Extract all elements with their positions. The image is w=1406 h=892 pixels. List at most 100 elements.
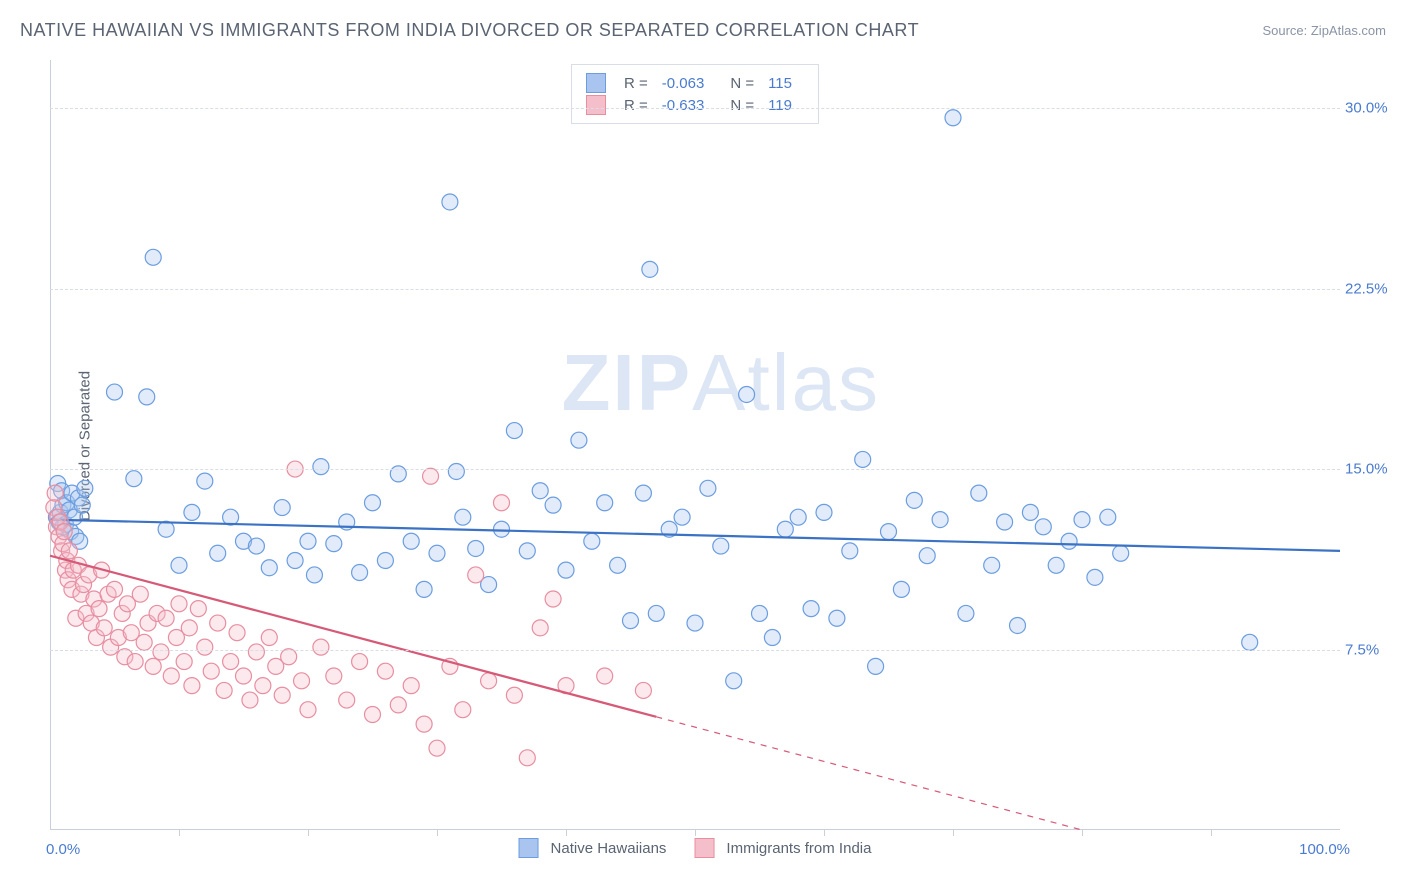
scatter-point	[242, 692, 258, 708]
scatter-point	[1087, 569, 1103, 585]
x-tick	[179, 830, 180, 836]
scatter-point	[300, 533, 316, 549]
scatter-point	[906, 492, 922, 508]
scatter-point	[416, 581, 432, 597]
scatter-point	[423, 468, 439, 484]
scatter-point	[197, 639, 213, 655]
scatter-point	[210, 615, 226, 631]
scatter-point	[764, 630, 780, 646]
scatter-point	[790, 509, 806, 525]
scatter-point	[1022, 504, 1038, 520]
scatter-point	[1061, 533, 1077, 549]
scatter-point	[171, 596, 187, 612]
scatter-point	[648, 605, 664, 621]
scatter-point	[893, 581, 909, 597]
scatter-point	[984, 557, 1000, 573]
scatter-point	[96, 620, 112, 636]
trend-line-extrapolated	[656, 717, 1082, 830]
gridline	[50, 469, 1340, 470]
scatter-point	[61, 543, 77, 559]
scatter-point	[216, 682, 232, 698]
scatter-point	[597, 495, 613, 511]
x-tick	[953, 830, 954, 836]
scatter-point	[176, 654, 192, 670]
plot-svg	[50, 60, 1340, 830]
legend-n-value: 115	[768, 75, 792, 92]
scatter-point	[56, 524, 72, 540]
legend-swatch	[586, 95, 606, 115]
legend-r-label: R =	[624, 97, 648, 114]
scatter-point	[287, 553, 303, 569]
scatter-point	[390, 697, 406, 713]
scatter-point	[153, 644, 169, 660]
y-tick-label: 30.0%	[1345, 100, 1400, 117]
scatter-point	[919, 548, 935, 564]
scatter-point	[74, 497, 90, 513]
scatter-point	[532, 620, 548, 636]
legend-n-label: N =	[730, 97, 754, 114]
scatter-point	[184, 504, 200, 520]
scatter-point	[752, 605, 768, 621]
scatter-point	[261, 560, 277, 576]
scatter-point	[519, 543, 535, 559]
scatter-point	[481, 673, 497, 689]
scatter-point	[816, 504, 832, 520]
scatter-point	[365, 707, 381, 723]
scatter-point	[377, 553, 393, 569]
scatter-point	[203, 663, 219, 679]
scatter-point	[519, 750, 535, 766]
x-tick	[824, 830, 825, 836]
scatter-point	[171, 557, 187, 573]
scatter-point	[365, 495, 381, 511]
scatter-point	[274, 500, 290, 516]
scatter-point	[713, 538, 729, 554]
scatter-point	[403, 533, 419, 549]
scatter-point	[687, 615, 703, 631]
legend-series: Native HawaiiansImmigrants from India	[519, 838, 872, 858]
scatter-point	[181, 620, 197, 636]
scatter-point	[184, 678, 200, 694]
scatter-point	[597, 668, 613, 684]
legend-series-item: Immigrants from India	[694, 838, 871, 858]
scatter-point	[803, 601, 819, 617]
scatter-point	[326, 668, 342, 684]
legend-swatch	[586, 73, 606, 93]
gridline	[50, 289, 1340, 290]
legend-series-label: Immigrants from India	[726, 840, 871, 857]
scatter-point	[545, 497, 561, 513]
legend-swatch	[694, 838, 714, 858]
scatter-point	[777, 521, 793, 537]
scatter-point	[868, 658, 884, 674]
scatter-point	[958, 605, 974, 621]
scatter-point	[468, 567, 484, 583]
x-tick	[1211, 830, 1212, 836]
legend-r-value: -0.633	[662, 97, 705, 114]
scatter-point	[429, 740, 445, 756]
gridline	[50, 650, 1340, 651]
scatter-point	[210, 545, 226, 561]
scatter-point	[339, 692, 355, 708]
legend-r-value: -0.063	[662, 75, 705, 92]
scatter-point	[223, 654, 239, 670]
gridline	[50, 108, 1340, 109]
x-axis-min-label: 0.0%	[46, 841, 80, 858]
scatter-point	[1035, 519, 1051, 535]
legend-r-label: R =	[624, 75, 648, 92]
scatter-point	[377, 663, 393, 679]
scatter-point	[945, 110, 961, 126]
scatter-point	[190, 601, 206, 617]
y-tick-label: 15.0%	[1345, 461, 1400, 478]
scatter-point	[448, 463, 464, 479]
scatter-point	[416, 716, 432, 732]
scatter-point	[635, 485, 651, 501]
scatter-point	[261, 630, 277, 646]
scatter-point	[352, 565, 368, 581]
y-tick-label: 22.5%	[1345, 280, 1400, 297]
chart-area: ZIPAtlas R =-0.063N =115R =-0.633N =119 …	[50, 60, 1340, 830]
scatter-point	[739, 386, 755, 402]
scatter-point	[855, 451, 871, 467]
scatter-point	[932, 512, 948, 528]
scatter-point	[352, 654, 368, 670]
scatter-point	[571, 432, 587, 448]
scatter-point	[300, 702, 316, 718]
